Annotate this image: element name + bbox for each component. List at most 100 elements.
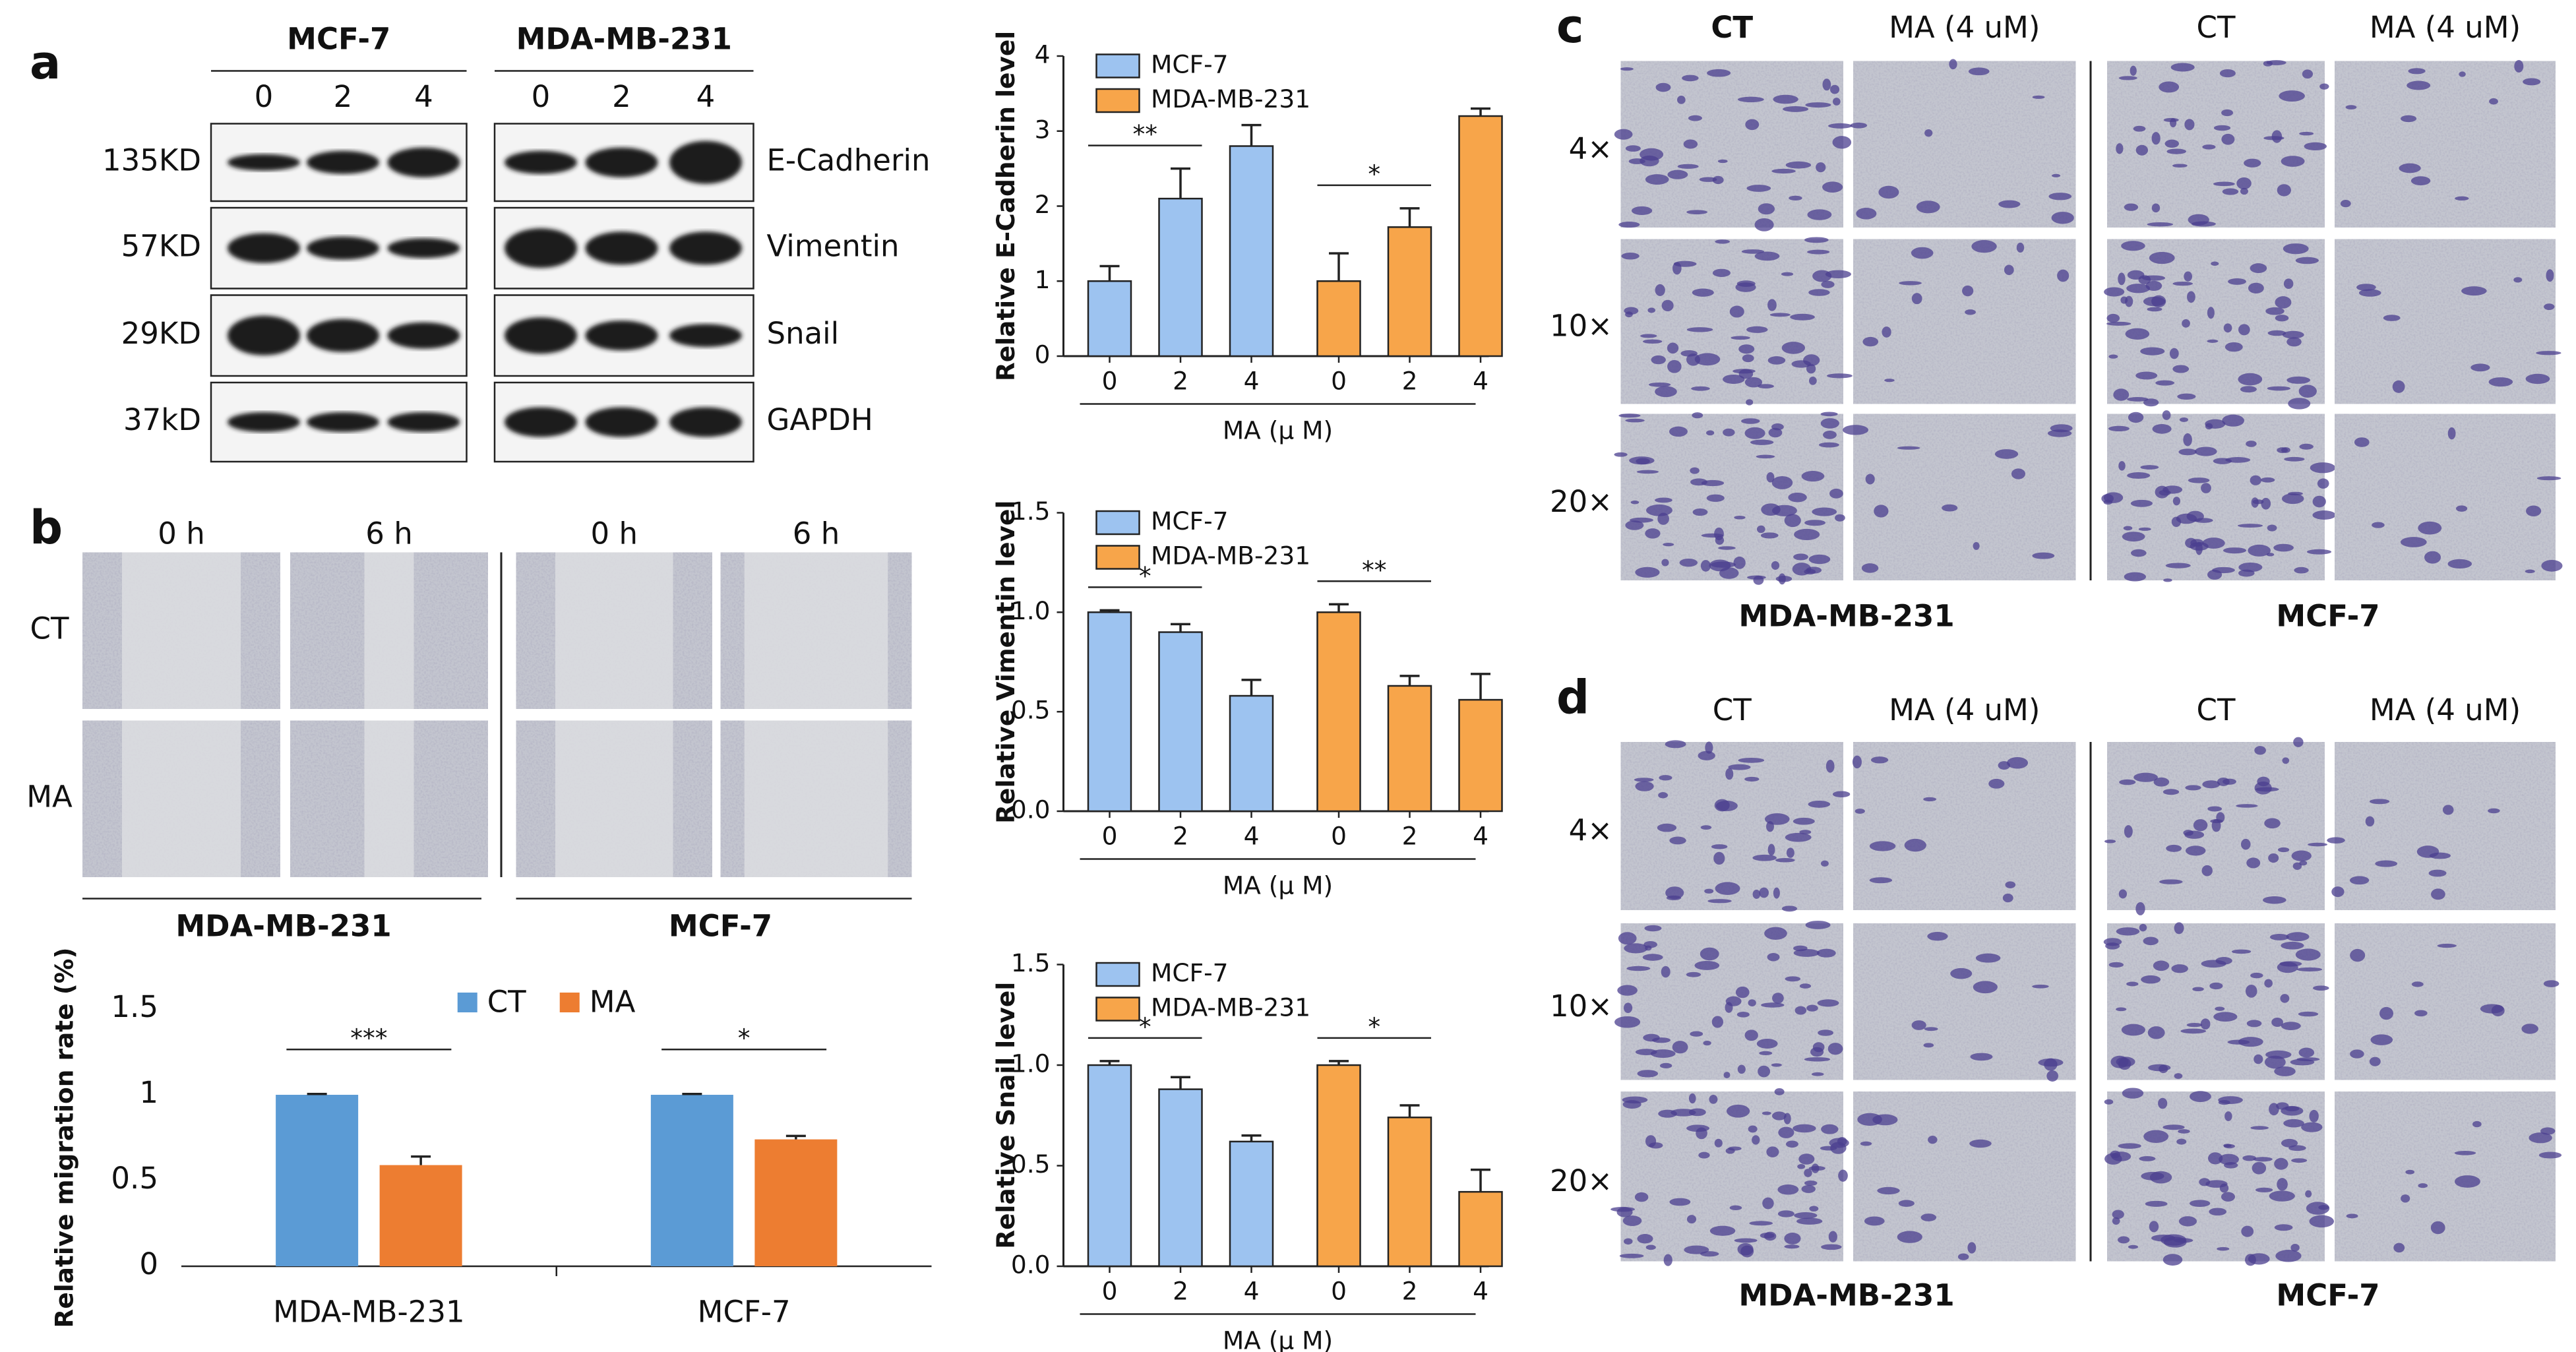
- stained-cell: [1899, 281, 1922, 286]
- stained-cell: [2264, 818, 2281, 829]
- stained-cell: [1634, 1192, 1649, 1202]
- stained-cell: [2241, 1225, 2254, 1237]
- stained-cell: [1625, 311, 1633, 318]
- stained-cell: [1911, 247, 1934, 259]
- stained-cell: [2302, 69, 2314, 79]
- stained-cell: [1645, 528, 1661, 539]
- stained-cell: [1618, 932, 1637, 945]
- stained-cell: [2166, 148, 2187, 154]
- stained-cell: [2529, 1132, 2552, 1144]
- stained-cell: [1723, 428, 1735, 437]
- micrograph: [2335, 1091, 2562, 1262]
- stained-cell: [1797, 1164, 1806, 1169]
- micrograph: [1610, 1088, 1849, 1266]
- error-bar: [307, 1092, 327, 1095]
- stained-cell: [2130, 65, 2137, 76]
- stained-cell: [1794, 1006, 1807, 1015]
- stained-cell: [2162, 485, 2183, 494]
- stained-cell: [1808, 554, 1831, 565]
- stained-cell: [1832, 791, 1851, 798]
- stained-cell: [1754, 218, 1774, 231]
- y-tick-label: 1: [139, 1075, 158, 1110]
- stained-cell: [2288, 1145, 2306, 1152]
- micrograph: [2104, 1088, 2335, 1266]
- bar: [650, 1095, 733, 1266]
- bar: [1458, 698, 1503, 813]
- stained-cell: [2248, 544, 2271, 557]
- error-bar: [1470, 673, 1490, 700]
- micrograph-texture: [2335, 742, 2556, 910]
- stained-cell: [1818, 1029, 1834, 1036]
- blot-band: [585, 407, 658, 437]
- y-tick-label: 0.0: [1011, 795, 1051, 824]
- stained-cell: [2005, 881, 2016, 888]
- error-bar: [682, 1092, 702, 1095]
- stained-cell: [2052, 173, 2061, 177]
- stained-cell: [1642, 954, 1663, 961]
- wound-gap: [122, 552, 241, 709]
- stained-cell: [2437, 943, 2457, 948]
- y-tick-label: 1.0: [1011, 1049, 1051, 1078]
- stained-cell: [1771, 1063, 1782, 1067]
- stained-cell: [2273, 543, 2294, 552]
- stained-cell: [1870, 756, 1889, 764]
- stained-cell: [2113, 388, 2130, 401]
- label: MCF-7: [2276, 599, 2379, 634]
- bar: [1316, 611, 1361, 813]
- stained-cell: [1860, 1141, 1872, 1146]
- error-bar: [1241, 1134, 1262, 1142]
- stained-cell: [1637, 1234, 1653, 1244]
- stained-cell: [2219, 1183, 2229, 1193]
- stained-cell: [2207, 1152, 2223, 1165]
- x-tick-label: 4: [1473, 1277, 1488, 1306]
- stained-cell: [2135, 902, 2145, 915]
- significance: *: [1368, 159, 1380, 188]
- error-bar: [1099, 609, 1120, 613]
- stained-cell: [1882, 326, 1891, 338]
- stained-cell: [1825, 759, 1835, 773]
- stained-cell: [2057, 269, 2070, 282]
- legend-label: MDA-MB-231: [1151, 84, 1310, 113]
- stained-cell: [2213, 125, 2231, 131]
- stained-cell: [2281, 1106, 2304, 1116]
- stained-cell: [2369, 799, 2390, 805]
- bar: [1158, 631, 1203, 813]
- stained-cell: [2121, 1024, 2145, 1036]
- stained-cell: [1714, 1138, 1723, 1148]
- stained-cell: [2411, 981, 2424, 987]
- micrograph-texture: [2335, 1091, 2556, 1262]
- stained-cell: [2218, 1099, 2230, 1105]
- stained-cell: [1793, 817, 1815, 825]
- stained-cell: [2171, 964, 2188, 973]
- stained-cell: [1911, 1020, 1926, 1030]
- stained-cell: [1806, 363, 1816, 374]
- stained-cell: [2252, 499, 2264, 505]
- stained-cell: [1816, 948, 1836, 958]
- stained-cell: [2147, 222, 2174, 227]
- stained-cell: [2267, 386, 2291, 391]
- stained-cell: [1625, 145, 1641, 152]
- stained-cell: [2170, 63, 2195, 72]
- micrograph: [2335, 239, 2561, 404]
- stained-cell: [2383, 315, 2401, 321]
- stained-cell: [2543, 980, 2560, 987]
- label: c: [1556, 0, 1584, 53]
- stained-cell: [2408, 68, 2426, 75]
- stained-cell: [1878, 185, 1899, 199]
- stained-cell: [1669, 836, 1686, 845]
- stained-cell: [1700, 560, 1711, 572]
- label: CT: [1713, 692, 1752, 727]
- stained-cell: [1785, 832, 1812, 842]
- x-tick-label: 2: [1402, 1277, 1418, 1306]
- stained-cell: [2207, 307, 2215, 319]
- stained-cell: [2271, 130, 2283, 143]
- stained-cell: [1808, 800, 1831, 808]
- label: MDA-MB-231: [1738, 1278, 1954, 1313]
- x-tick-label: 2: [1173, 1277, 1188, 1306]
- micrograph-texture: [1853, 61, 2076, 228]
- stained-cell: [2108, 354, 2118, 359]
- stained-cell: [1767, 844, 1775, 856]
- stained-cell: [2248, 282, 2264, 294]
- micrograph: [1850, 59, 2076, 228]
- stained-cell: [1718, 546, 1736, 550]
